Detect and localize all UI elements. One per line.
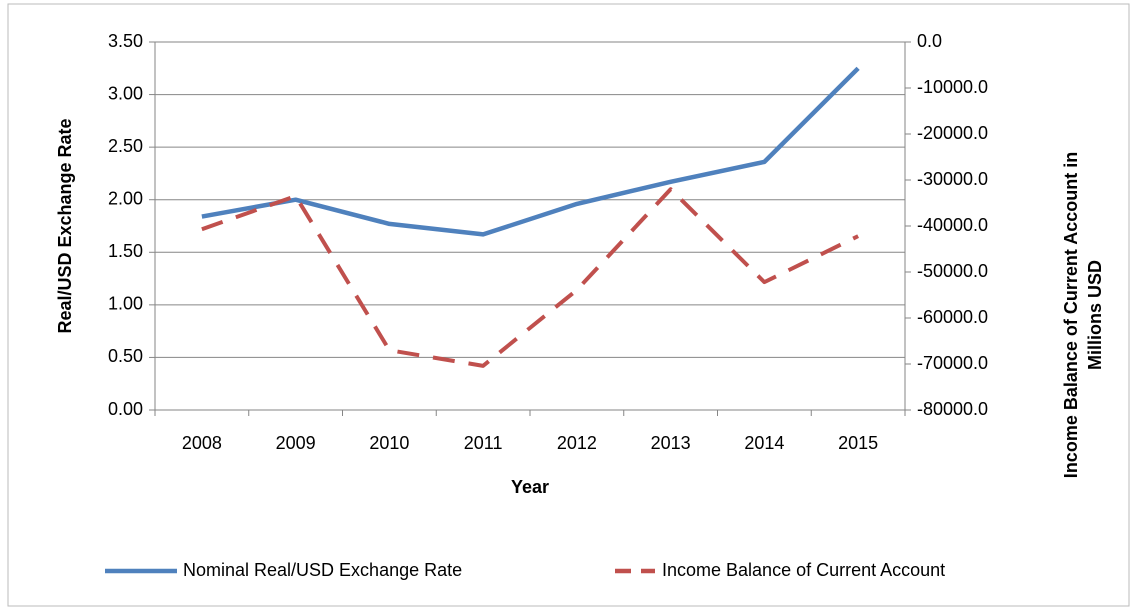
legend-label: Income Balance of Current Account [662, 560, 945, 580]
y2-tick-label: -10000.0 [917, 77, 988, 97]
x-tick-label: 2010 [369, 433, 409, 453]
y2-tick-label: -40000.0 [917, 215, 988, 235]
y-tick-label: 1.50 [108, 241, 143, 261]
y2-tick-label: -60000.0 [917, 307, 988, 327]
y2-axis-title: Millions USD [1085, 260, 1105, 370]
series-line [201, 66, 860, 237]
x-tick-label: 2013 [651, 433, 691, 453]
y2-tick-label: 0.0 [917, 31, 942, 51]
x-axis-title: Year [511, 477, 549, 497]
y-tick-label: 2.00 [108, 188, 143, 208]
y2-tick-label: -80000.0 [917, 399, 988, 419]
y-tick-label: 0.00 [108, 399, 143, 419]
x-tick-label: 2014 [744, 433, 784, 453]
legend-label: Nominal Real/USD Exchange Rate [183, 560, 462, 580]
y-tick-label: 0.50 [108, 346, 143, 366]
x-tick-label: 2011 [464, 433, 503, 453]
chart-frame [7, 3, 1130, 607]
y2-tick-label: -30000.0 [917, 169, 988, 189]
y-tick-label: 3.50 [108, 31, 143, 51]
x-tick-label: 2015 [838, 433, 878, 453]
x-tick-label: 2009 [276, 433, 316, 453]
x-tick-label: 2008 [182, 433, 222, 453]
y2-axis-title: Income Balance of Current Account in [1061, 152, 1081, 478]
y2-tick-label: -50000.0 [917, 261, 988, 281]
y-tick-label: 2.50 [108, 136, 143, 156]
x-tick-label: 2012 [557, 433, 597, 453]
y-tick-label: 1.00 [108, 294, 143, 314]
y2-tick-label: -70000.0 [917, 353, 988, 373]
y-tick-label: 3.00 [108, 83, 143, 103]
series-line [201, 187, 860, 368]
y2-tick-label: -20000.0 [917, 123, 988, 143]
y-axis-title: Real/USD Exchange Rate [55, 118, 75, 333]
